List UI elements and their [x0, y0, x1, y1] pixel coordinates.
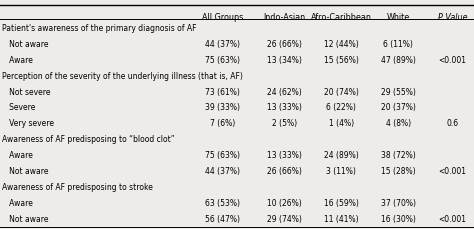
Text: <0.001: <0.001: [438, 166, 467, 175]
Text: Indo-Asian: Indo-Asian: [264, 13, 305, 22]
Text: Very severe: Very severe: [2, 119, 55, 128]
Text: Aware: Aware: [2, 150, 33, 159]
Text: 44 (37%): 44 (37%): [205, 166, 240, 175]
Text: 4 (8%): 4 (8%): [385, 119, 411, 128]
Text: 3 (11%): 3 (11%): [326, 166, 356, 175]
Text: 73 (61%): 73 (61%): [205, 87, 240, 96]
Text: 24 (89%): 24 (89%): [324, 150, 359, 159]
Text: 11 (41%): 11 (41%): [324, 214, 359, 223]
Text: 13 (33%): 13 (33%): [267, 103, 302, 112]
Text: 10 (26%): 10 (26%): [267, 198, 302, 207]
Text: 39 (33%): 39 (33%): [205, 103, 240, 112]
Text: 6 (11%): 6 (11%): [383, 40, 413, 49]
Text: All Groups: All Groups: [202, 13, 244, 22]
Text: 56 (47%): 56 (47%): [205, 214, 240, 223]
Text: 16 (30%): 16 (30%): [381, 214, 416, 223]
Text: <0.001: <0.001: [438, 214, 467, 223]
Text: <0.001: <0.001: [438, 56, 467, 65]
Text: 47 (89%): 47 (89%): [381, 56, 416, 65]
Text: 37 (70%): 37 (70%): [381, 198, 416, 207]
Text: 13 (33%): 13 (33%): [267, 150, 302, 159]
Text: Perception of the severity of the underlying illness (that is, AF): Perception of the severity of the underl…: [2, 71, 243, 80]
Text: 24 (62%): 24 (62%): [267, 87, 302, 96]
Text: 75 (63%): 75 (63%): [205, 150, 240, 159]
Text: Not aware: Not aware: [2, 40, 49, 49]
Text: 15 (28%): 15 (28%): [381, 166, 416, 175]
Text: Not aware: Not aware: [2, 166, 49, 175]
Text: White: White: [386, 13, 410, 22]
Text: Severe: Severe: [2, 103, 36, 112]
Text: 0.6: 0.6: [447, 119, 459, 128]
Text: Aware: Aware: [2, 56, 33, 65]
Text: 29 (74%): 29 (74%): [267, 214, 302, 223]
Text: 75 (63%): 75 (63%): [205, 56, 240, 65]
Text: 12 (44%): 12 (44%): [324, 40, 359, 49]
Text: 29 (55%): 29 (55%): [381, 87, 416, 96]
Text: Not aware: Not aware: [2, 214, 49, 223]
Text: 1 (4%): 1 (4%): [328, 119, 354, 128]
Text: 38 (72%): 38 (72%): [381, 150, 416, 159]
Text: Aware: Aware: [2, 198, 33, 207]
Text: Awareness of AF predisposing to “blood clot”: Awareness of AF predisposing to “blood c…: [2, 135, 175, 144]
Text: 2 (5%): 2 (5%): [272, 119, 297, 128]
Text: 44 (37%): 44 (37%): [205, 40, 240, 49]
Text: Patient's awareness of the primary diagnosis of AF: Patient's awareness of the primary diagn…: [2, 24, 197, 33]
Text: Not severe: Not severe: [2, 87, 51, 96]
Text: 13 (34%): 13 (34%): [267, 56, 302, 65]
Text: Awareness of AF predisposing to stroke: Awareness of AF predisposing to stroke: [2, 182, 153, 191]
Text: P Value: P Value: [438, 13, 467, 22]
Text: 7 (6%): 7 (6%): [210, 119, 236, 128]
Text: 20 (74%): 20 (74%): [324, 87, 359, 96]
Text: 16 (59%): 16 (59%): [324, 198, 359, 207]
Text: 63 (53%): 63 (53%): [205, 198, 240, 207]
Text: 6 (22%): 6 (22%): [326, 103, 356, 112]
Text: 15 (56%): 15 (56%): [324, 56, 359, 65]
Text: 26 (66%): 26 (66%): [267, 166, 302, 175]
Text: Afro-Caribbean: Afro-Caribbean: [311, 13, 372, 22]
Text: 26 (66%): 26 (66%): [267, 40, 302, 49]
Text: 20 (37%): 20 (37%): [381, 103, 416, 112]
